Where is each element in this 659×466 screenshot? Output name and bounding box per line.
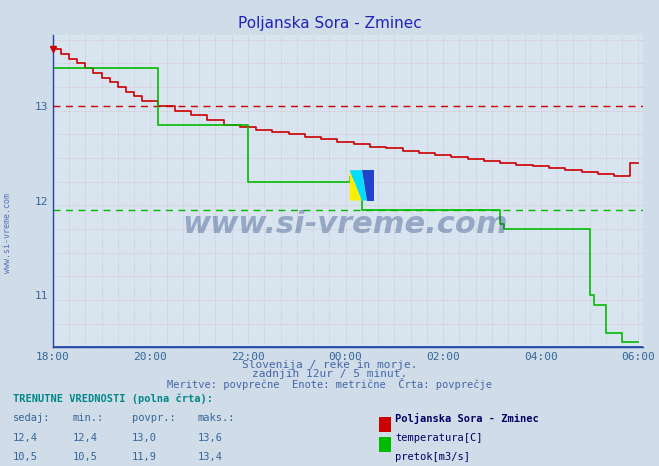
Text: 10,5: 10,5 xyxy=(13,452,38,462)
Text: TRENUTNE VREDNOSTI (polna črta):: TRENUTNE VREDNOSTI (polna črta): xyxy=(13,394,213,404)
Text: 13,4: 13,4 xyxy=(198,452,223,462)
Text: Poljanska Sora - Zminec: Poljanska Sora - Zminec xyxy=(395,413,539,425)
Text: zadnjih 12ur / 5 minut.: zadnjih 12ur / 5 minut. xyxy=(252,369,407,379)
Text: maks.:: maks.: xyxy=(198,413,235,423)
Text: Meritve: povprečne  Enote: metrične  Črta: povprečje: Meritve: povprečne Enote: metrične Črta:… xyxy=(167,378,492,391)
Text: 10,5: 10,5 xyxy=(72,452,98,462)
Text: temperatura[C]: temperatura[C] xyxy=(395,433,483,443)
Polygon shape xyxy=(362,170,374,200)
Text: 13,0: 13,0 xyxy=(132,433,157,443)
Text: povpr.:: povpr.: xyxy=(132,413,175,423)
Text: 11,9: 11,9 xyxy=(132,452,157,462)
Text: www.si-vreme.com: www.si-vreme.com xyxy=(3,193,13,273)
Polygon shape xyxy=(350,170,362,200)
Text: www.si-vreme.com: www.si-vreme.com xyxy=(183,210,508,239)
Text: pretok[m3/s]: pretok[m3/s] xyxy=(395,452,471,462)
Text: Slovenija / reke in morje.: Slovenija / reke in morje. xyxy=(242,360,417,370)
Polygon shape xyxy=(350,170,367,200)
Text: 12,4: 12,4 xyxy=(13,433,38,443)
Text: min.:: min.: xyxy=(72,413,103,423)
Text: sedaj:: sedaj: xyxy=(13,413,51,423)
Text: Poljanska Sora - Zminec: Poljanska Sora - Zminec xyxy=(238,16,421,31)
Text: 12,4: 12,4 xyxy=(72,433,98,443)
Text: 13,6: 13,6 xyxy=(198,433,223,443)
